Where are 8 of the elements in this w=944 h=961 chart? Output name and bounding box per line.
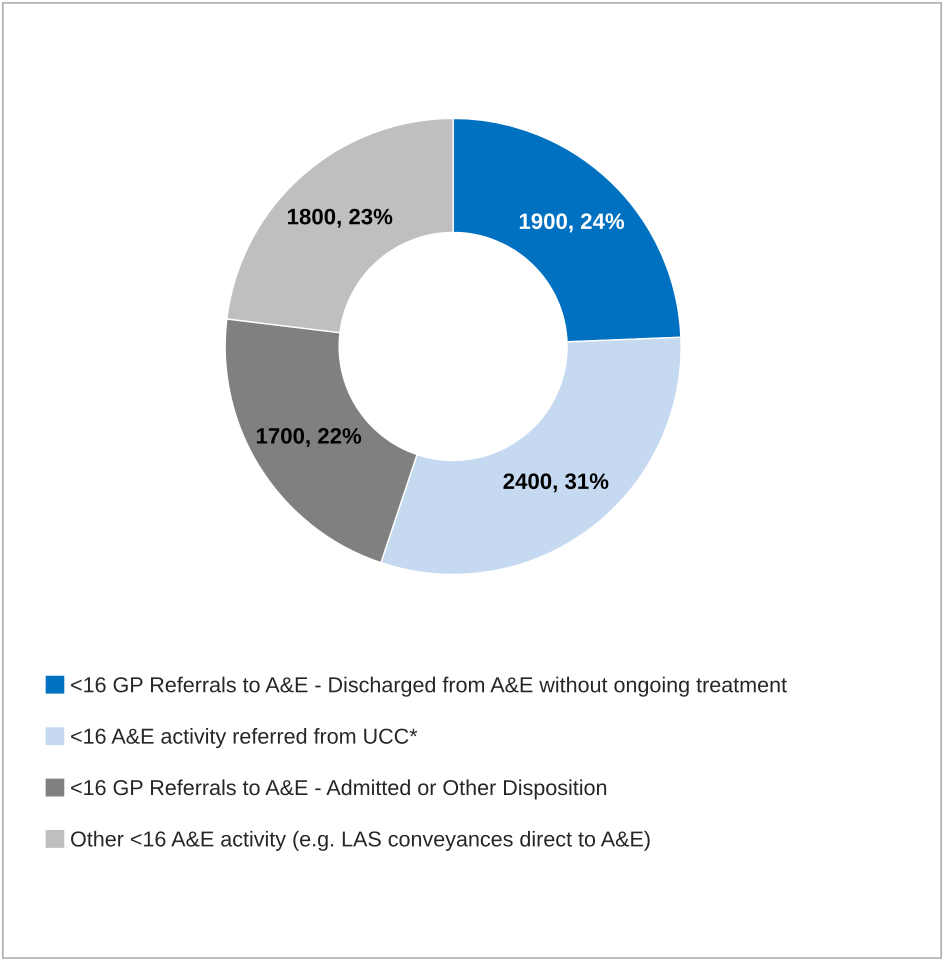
legend-label: <16 GP Referrals to A&E - Discharged from A&E without ongoing treatment bbox=[71, 676, 787, 697]
data-label: 1700, 22% bbox=[256, 428, 362, 447]
data-label: 1800, 23% bbox=[288, 208, 392, 228]
legend-label: <16 GP Referrals to A&E - Admitted or Other Disposition bbox=[71, 779, 606, 800]
legend-label: Other <16 A&E activity (e.g. LAS conveyances direct to A&E) bbox=[71, 830, 650, 851]
data-label: 1900, 24% bbox=[520, 213, 624, 232]
legend-label: <16 A&E activity referred from UCC* bbox=[71, 728, 418, 748]
data-label: 2400, 31% bbox=[503, 473, 608, 492]
